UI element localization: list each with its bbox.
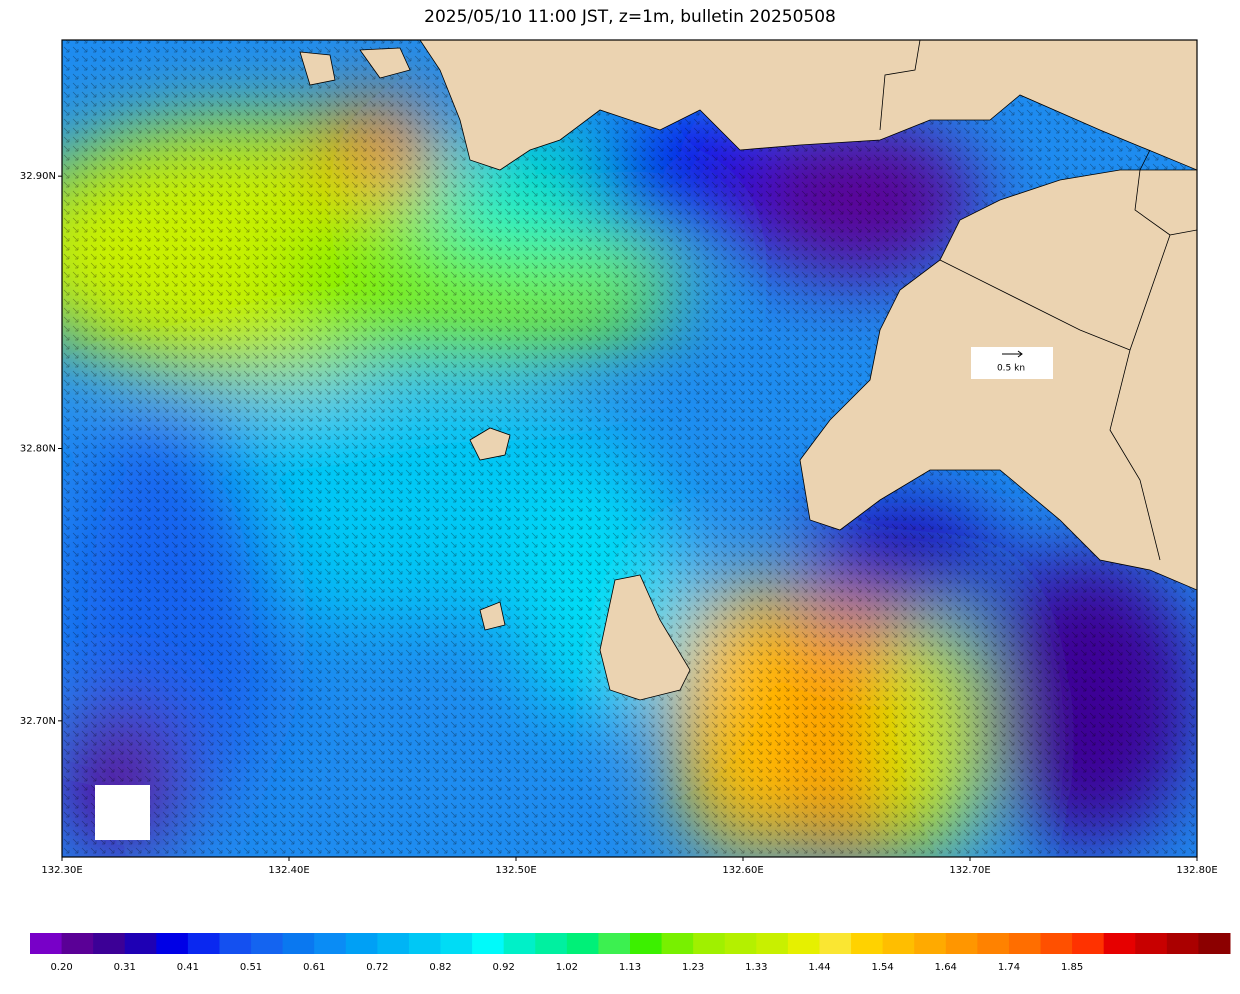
colorbar-swatch [314, 933, 347, 954]
colorbar-swatch [219, 933, 252, 954]
colorbar-swatch [661, 933, 694, 954]
colorbar-swatch [851, 933, 884, 954]
map-title: 2025/05/10 11:00 JST, z=1m, bulletin 202… [424, 7, 836, 27]
map-area [62, 40, 1197, 857]
colorbar-label: 1.02 [556, 962, 578, 973]
colorbar-swatch [1166, 933, 1199, 954]
x-tick-label: 132.40E [268, 865, 309, 876]
colorbar-swatch [1008, 933, 1042, 954]
colorbar-swatch [598, 933, 631, 954]
colorbar-label: 0.61 [303, 962, 325, 973]
scale-label: 0.5 kn [997, 364, 1025, 374]
y-tick-label: 32.90N [20, 171, 56, 182]
colorbar-swatch [156, 933, 189, 954]
colorbar-swatch [882, 933, 915, 954]
y-tick-label: 32.80N [20, 444, 56, 455]
colorbar-label: 1.44 [808, 962, 830, 973]
y-tick-label: 32.70N [20, 716, 56, 727]
colorbar-swatch [977, 933, 1010, 954]
colorbar-swatch [914, 933, 947, 954]
colorbar-swatch [440, 933, 473, 954]
x-tick-label: 132.30E [41, 865, 82, 876]
x-tick-label: 132.60E [722, 865, 763, 876]
colorbar-swatch [93, 933, 126, 954]
colorbar-swatch [1103, 933, 1136, 954]
scale-box: 0.5 kn [971, 347, 1053, 379]
colorbar-swatch [819, 933, 852, 954]
colorbar-swatch [251, 933, 284, 954]
colorbar-label: 1.85 [1061, 962, 1083, 973]
colorbar-swatch [1072, 933, 1105, 954]
colorbar-swatch [1198, 933, 1231, 954]
colorbar-swatch [124, 933, 157, 954]
colorbar-swatch [1040, 933, 1073, 954]
colorbar-label: 0.41 [177, 962, 199, 973]
colorbar-label: 1.74 [998, 962, 1020, 973]
colorbar-swatch [693, 933, 726, 954]
x-tick-label: 132.50E [495, 865, 536, 876]
colorbar-swatch [756, 933, 789, 954]
colorbar-label: 1.64 [935, 962, 957, 973]
colorbar-swatch [282, 933, 315, 954]
colorbar-swatch [30, 933, 63, 954]
colorbar-swatch [724, 933, 757, 954]
colorbar-label: 1.13 [619, 962, 641, 973]
colorbar-swatch [503, 933, 536, 954]
colorbar-swatch [945, 933, 978, 954]
colorbar-label: 0.51 [240, 962, 262, 973]
colorbar-swatch [345, 933, 378, 954]
axes: 132.30E 132.40E 132.50E 132.60E 132.70E 132.8… [20, 171, 1218, 876]
colorbar-swatch [566, 933, 599, 954]
x-tick-label: 132.70E [949, 865, 990, 876]
colorbar-label: 1.33 [745, 962, 767, 973]
colorbar-swatch [787, 933, 820, 954]
colorbar-swatch [61, 933, 94, 954]
colorbar-swatch [535, 933, 568, 954]
colorbar-swatch [187, 933, 220, 954]
colorbar-label: 0.31 [114, 962, 136, 973]
colorbar-label: 0.20 [50, 962, 72, 973]
colorbar-swatch [408, 933, 442, 954]
colorbar-label: 1.23 [682, 962, 704, 973]
colorbar-label: 0.82 [429, 962, 451, 973]
colorbar-swatch [472, 933, 505, 954]
colorbar: 0.20 0.31 0.41 0.51 0.61 0.72 0.82 0.92 1.02 1.13… [30, 933, 1231, 973]
colorbar-label: 0.72 [366, 962, 388, 973]
colorbar-swatch [630, 933, 663, 954]
colorbar-swatch [377, 933, 410, 954]
colorbar-swatch [1135, 933, 1168, 954]
x-tick-label: 132.80E [1176, 865, 1217, 876]
colorbar-label: 1.54 [871, 962, 893, 973]
colorbar-label: 0.92 [493, 962, 515, 973]
